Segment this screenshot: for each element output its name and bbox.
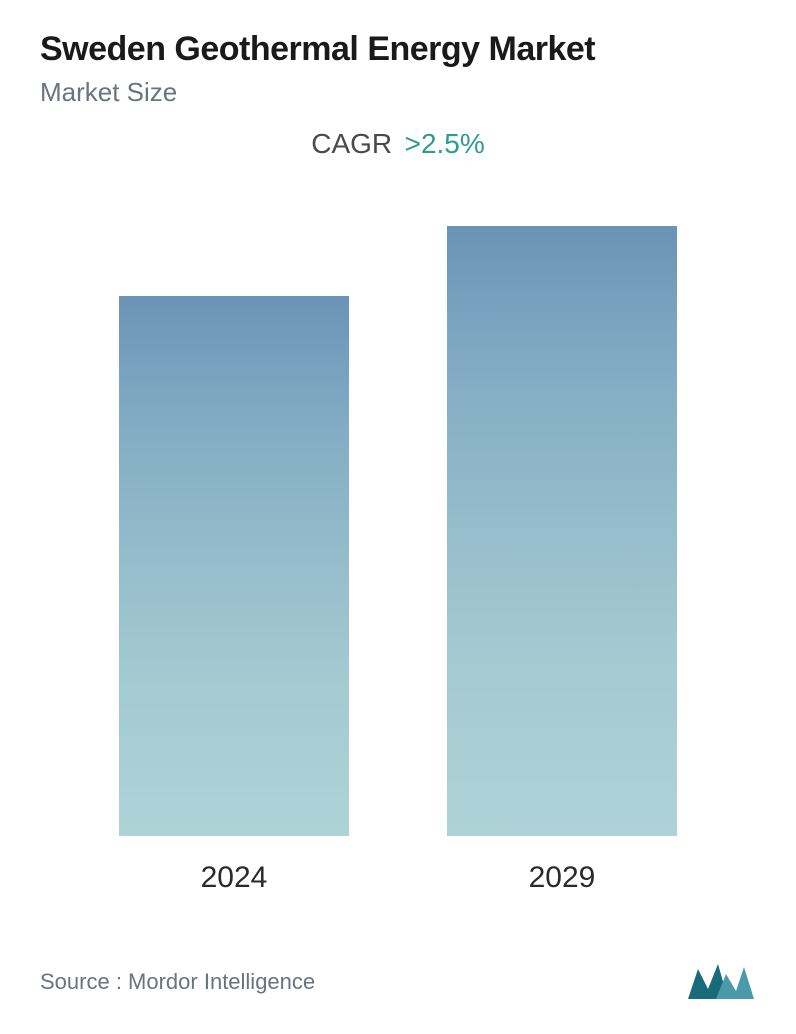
bar-wrapper-1: 2029 (447, 226, 677, 895)
page-title: Sweden Geothermal Energy Market (40, 30, 756, 69)
page-subtitle: Market Size (40, 77, 756, 108)
cagr-value: >2.5% (405, 128, 485, 159)
bar-1 (447, 226, 677, 836)
bar-label-1: 2029 (529, 861, 596, 895)
bar-chart: 2024 2029 (40, 275, 756, 895)
cagr-label: CAGR (311, 128, 392, 159)
bar-0 (119, 296, 349, 836)
mordor-logo-icon (686, 959, 756, 1004)
bar-wrapper-0: 2024 (119, 296, 349, 895)
source-text: Source : Mordor Intelligence (40, 969, 315, 995)
cagr-container: CAGR >2.5% (40, 128, 756, 160)
bar-label-0: 2024 (201, 861, 268, 895)
footer: Source : Mordor Intelligence (40, 959, 756, 1004)
